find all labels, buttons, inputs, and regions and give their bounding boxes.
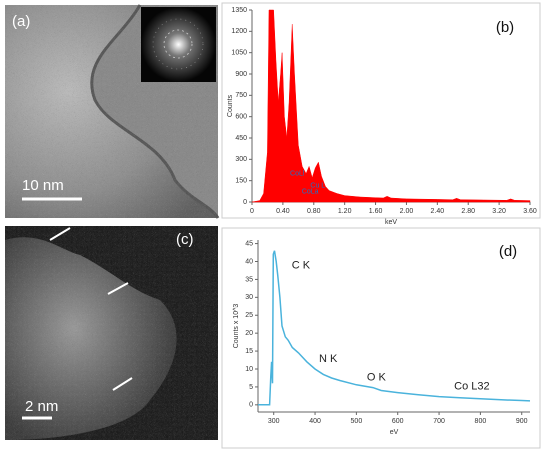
panel-b-frame <box>221 2 541 219</box>
y-tick-label: 300 <box>235 156 247 163</box>
y-axis-label: Counts <box>227 94 234 117</box>
y-tick-label: 15 <box>245 348 253 355</box>
y-tick-label: 35 <box>245 276 253 283</box>
x-tick-label: 800 <box>475 418 487 425</box>
annotation: Cu L <box>310 183 325 190</box>
panel-c: (c) 2 nm <box>5 226 218 440</box>
y-tick-label: 1050 <box>231 50 247 57</box>
y-tick-label: 750 <box>235 92 247 99</box>
y-tick-label: 900 <box>235 71 247 78</box>
panel-label: (c) <box>176 231 194 248</box>
y-tick-label: 1350 <box>231 7 247 14</box>
x-tick-label: 0.80 <box>307 208 321 215</box>
annotation: CoLl <box>290 171 305 178</box>
panel-d-frame <box>221 227 541 449</box>
x-tick-label: 0 <box>250 208 254 215</box>
y-tick-label: 5 <box>249 384 253 391</box>
annotation: Co L32 <box>454 380 489 392</box>
scale-label: 10 nm <box>22 177 64 194</box>
x-tick-label: 500 <box>351 418 363 425</box>
panel-a: (a) 10 nm <box>5 4 220 219</box>
x-tick-label: 3.20 <box>492 208 506 215</box>
y-tick-label: 40 <box>245 258 253 265</box>
annotation: N K <box>319 353 338 365</box>
spectrum-area <box>251 9 531 203</box>
panel-label: (b) <box>496 19 514 36</box>
x-tick-label: 600 <box>392 418 404 425</box>
annotation: C K <box>292 259 311 271</box>
spectrum-line <box>258 250 531 406</box>
x-tick-label: 2.40 <box>431 208 445 215</box>
y-axis-label: Counts x 10^3 <box>233 304 240 349</box>
x-tick-label: 700 <box>433 418 445 425</box>
y-tick-label: 1200 <box>231 28 247 35</box>
y-tick-label: 30 <box>245 294 253 301</box>
scale-label: 2 nm <box>25 398 58 415</box>
x-tick-label: 400 <box>309 418 321 425</box>
y-tick-label: 20 <box>245 330 253 337</box>
y-tick-label: 25 <box>245 312 253 319</box>
y-tick-label: 0 <box>243 199 247 206</box>
annotation: CoLa <box>302 189 319 196</box>
x-tick-label: 1.60 <box>369 208 383 215</box>
y-tick-label: 10 <box>245 366 253 373</box>
x-tick-label: 2.00 <box>400 208 414 215</box>
y-tick-label: 450 <box>235 135 247 142</box>
panel-label: (a) <box>12 13 30 30</box>
x-tick-label: 0.40 <box>276 208 290 215</box>
x-axis-label: eV <box>390 429 399 436</box>
x-tick-label: 3.60 <box>523 208 537 215</box>
x-tick-label: 900 <box>516 418 528 425</box>
annotation: O K <box>367 372 387 384</box>
x-tick-label: 2.80 <box>461 208 475 215</box>
y-tick-label: 0 <box>249 402 253 409</box>
x-tick-label: 300 <box>268 418 280 425</box>
y-tick-label: 600 <box>235 114 247 121</box>
panel-label: (d) <box>499 243 517 260</box>
x-axis-label: keV <box>385 219 397 226</box>
y-tick-label: 45 <box>245 240 253 247</box>
x-tick-label: 1.20 <box>338 208 352 215</box>
y-tick-label: 150 <box>235 178 247 185</box>
